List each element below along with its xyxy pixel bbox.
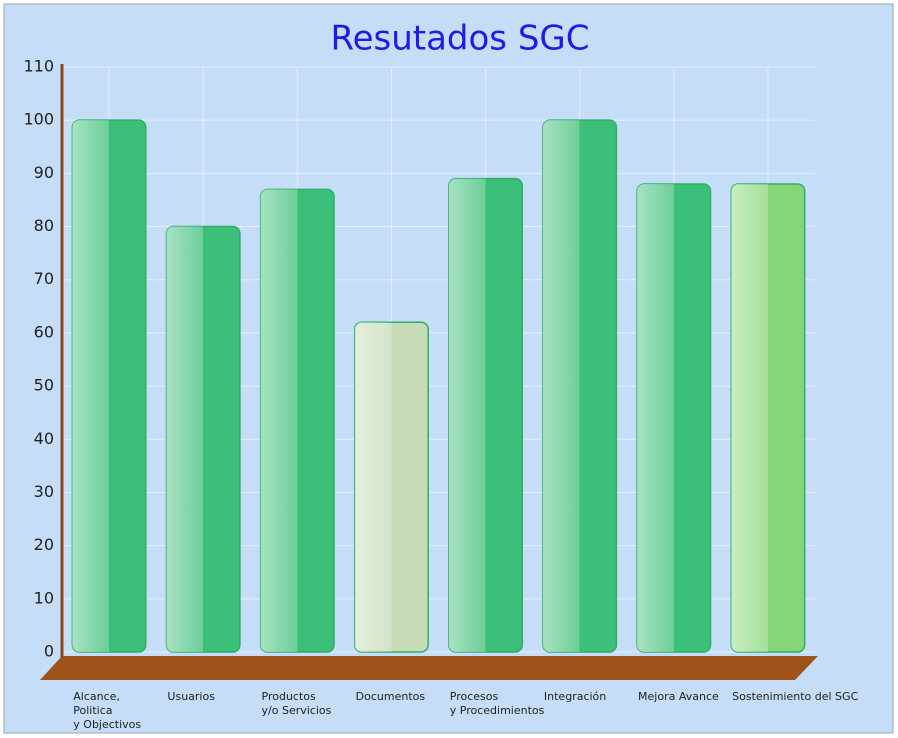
y-tick-label: 70 xyxy=(34,269,54,288)
y-tick-label: 20 xyxy=(34,535,54,554)
x-tick-label: Sostenimiento del SGC xyxy=(732,690,859,703)
x-tick-label: Integración xyxy=(543,690,607,703)
floor xyxy=(40,656,818,680)
y-tick-label: 50 xyxy=(34,376,54,395)
y-tick-label: 10 xyxy=(34,588,54,607)
y-tick-label: 60 xyxy=(34,322,54,341)
x-tick-label: Productos y/o Servicios xyxy=(261,690,332,717)
bar-highlight xyxy=(166,226,240,652)
x-tick-label: Documentos xyxy=(355,690,426,703)
y-tick-label: 90 xyxy=(34,163,54,182)
y-tick-label: 40 xyxy=(34,429,54,448)
x-tick-label: Procesos y Procedimientos xyxy=(449,690,545,717)
x-tick-label: Mejora Avance xyxy=(638,690,719,703)
y-tick-label: 110 xyxy=(23,57,54,76)
y-tick-label: 100 xyxy=(23,110,54,129)
y-tick-label: 80 xyxy=(34,216,54,235)
bar-highlight xyxy=(637,184,711,652)
bar-highlight xyxy=(72,120,146,652)
bar-highlight xyxy=(260,189,335,652)
bar-highlight xyxy=(542,120,617,652)
chart-title: Resutados SGC xyxy=(330,19,589,59)
y-tick-label: 0 xyxy=(44,642,54,661)
bar-highlight xyxy=(354,322,429,652)
x-tick-label: Alcance, Politica y Objectivos xyxy=(73,690,142,731)
bar-highlight xyxy=(448,178,523,652)
y-tick-label: 30 xyxy=(34,482,54,501)
bar-highlight xyxy=(731,184,805,652)
x-tick-label: Usuarios xyxy=(167,690,215,703)
